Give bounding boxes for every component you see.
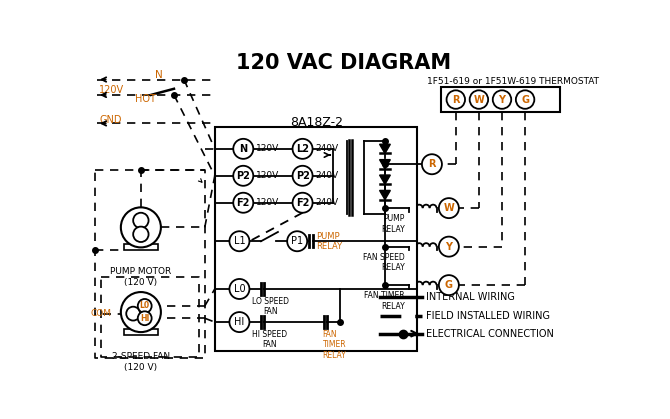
FancyBboxPatch shape [441, 87, 559, 112]
Text: L0: L0 [234, 284, 245, 294]
Text: G: G [445, 280, 453, 290]
Polygon shape [380, 144, 391, 153]
Text: Y: Y [498, 95, 505, 105]
Text: G: G [521, 95, 529, 105]
Text: P2: P2 [237, 171, 250, 181]
Circle shape [293, 139, 313, 159]
Text: 240V: 240V [315, 198, 338, 207]
Text: COM: COM [90, 309, 112, 318]
Circle shape [121, 292, 161, 332]
Text: R: R [452, 95, 460, 105]
Circle shape [492, 91, 511, 109]
Text: FAN SPEED
RELAY: FAN SPEED RELAY [363, 253, 405, 272]
Text: R: R [428, 159, 436, 169]
Text: INTERNAL WIRING: INTERNAL WIRING [425, 292, 515, 302]
Text: FAN
TIMER
RELAY: FAN TIMER RELAY [322, 330, 346, 360]
FancyBboxPatch shape [124, 244, 158, 251]
Circle shape [446, 91, 465, 109]
Text: GND: GND [99, 114, 122, 124]
Text: P1: P1 [291, 236, 304, 246]
Text: 240V: 240V [315, 171, 338, 180]
Text: F2: F2 [237, 198, 250, 208]
Circle shape [470, 91, 488, 109]
Circle shape [138, 311, 151, 325]
Text: LO SPEED
FAN: LO SPEED FAN [252, 297, 289, 316]
Circle shape [229, 231, 249, 251]
Text: W: W [444, 203, 454, 213]
Text: 120V: 120V [99, 85, 125, 95]
Text: N: N [155, 70, 162, 80]
Circle shape [439, 275, 459, 295]
Text: 120 VAC DIAGRAM: 120 VAC DIAGRAM [236, 53, 451, 72]
FancyBboxPatch shape [215, 127, 417, 351]
Circle shape [439, 237, 459, 257]
Text: Y: Y [446, 242, 452, 252]
Text: HI SPEED
FAN: HI SPEED FAN [252, 330, 287, 349]
Text: N: N [239, 144, 247, 154]
Polygon shape [380, 160, 391, 169]
Text: P2: P2 [295, 171, 310, 181]
Text: L2: L2 [296, 144, 309, 154]
Text: FIELD INSTALLED WIRING: FIELD INSTALLED WIRING [425, 311, 550, 321]
Circle shape [233, 193, 253, 213]
Text: F2: F2 [296, 198, 310, 208]
Text: 120V: 120V [255, 144, 279, 153]
Circle shape [126, 307, 140, 321]
Text: FAN TIMER
RELAY: FAN TIMER RELAY [364, 291, 405, 311]
Text: 8A18Z-2: 8A18Z-2 [290, 116, 343, 129]
Circle shape [439, 198, 459, 218]
Circle shape [133, 213, 149, 228]
Text: W: W [474, 95, 484, 105]
Polygon shape [380, 175, 391, 184]
Circle shape [293, 193, 313, 213]
Text: 120V: 120V [255, 171, 279, 180]
FancyBboxPatch shape [124, 329, 158, 335]
Circle shape [229, 279, 249, 299]
Text: 1F51-619 or 1F51W-619 THERMOSTAT: 1F51-619 or 1F51W-619 THERMOSTAT [427, 77, 599, 85]
Circle shape [233, 166, 253, 186]
Circle shape [133, 227, 149, 242]
Circle shape [293, 166, 313, 186]
Text: 240V: 240V [315, 144, 338, 153]
Circle shape [516, 91, 535, 109]
Circle shape [229, 312, 249, 332]
Circle shape [233, 139, 253, 159]
Text: 120V: 120V [255, 198, 279, 207]
Text: 2-SPEED FAN
(120 V): 2-SPEED FAN (120 V) [112, 352, 170, 372]
Text: ELECTRICAL CONNECTION: ELECTRICAL CONNECTION [425, 328, 553, 339]
Text: L1: L1 [234, 236, 245, 246]
Text: HOT: HOT [135, 94, 156, 104]
Polygon shape [380, 190, 391, 200]
Circle shape [287, 231, 307, 251]
Text: PUMP
RELAY: PUMP RELAY [316, 232, 342, 251]
Text: L0: L0 [139, 301, 150, 310]
Text: PUMP
RELAY: PUMP RELAY [381, 214, 405, 234]
Circle shape [422, 154, 442, 174]
Text: HI: HI [234, 317, 245, 327]
Text: PUMP MOTOR
(120 V): PUMP MOTOR (120 V) [111, 267, 172, 287]
Text: HI: HI [140, 314, 149, 323]
Circle shape [121, 207, 161, 247]
Circle shape [138, 299, 151, 313]
